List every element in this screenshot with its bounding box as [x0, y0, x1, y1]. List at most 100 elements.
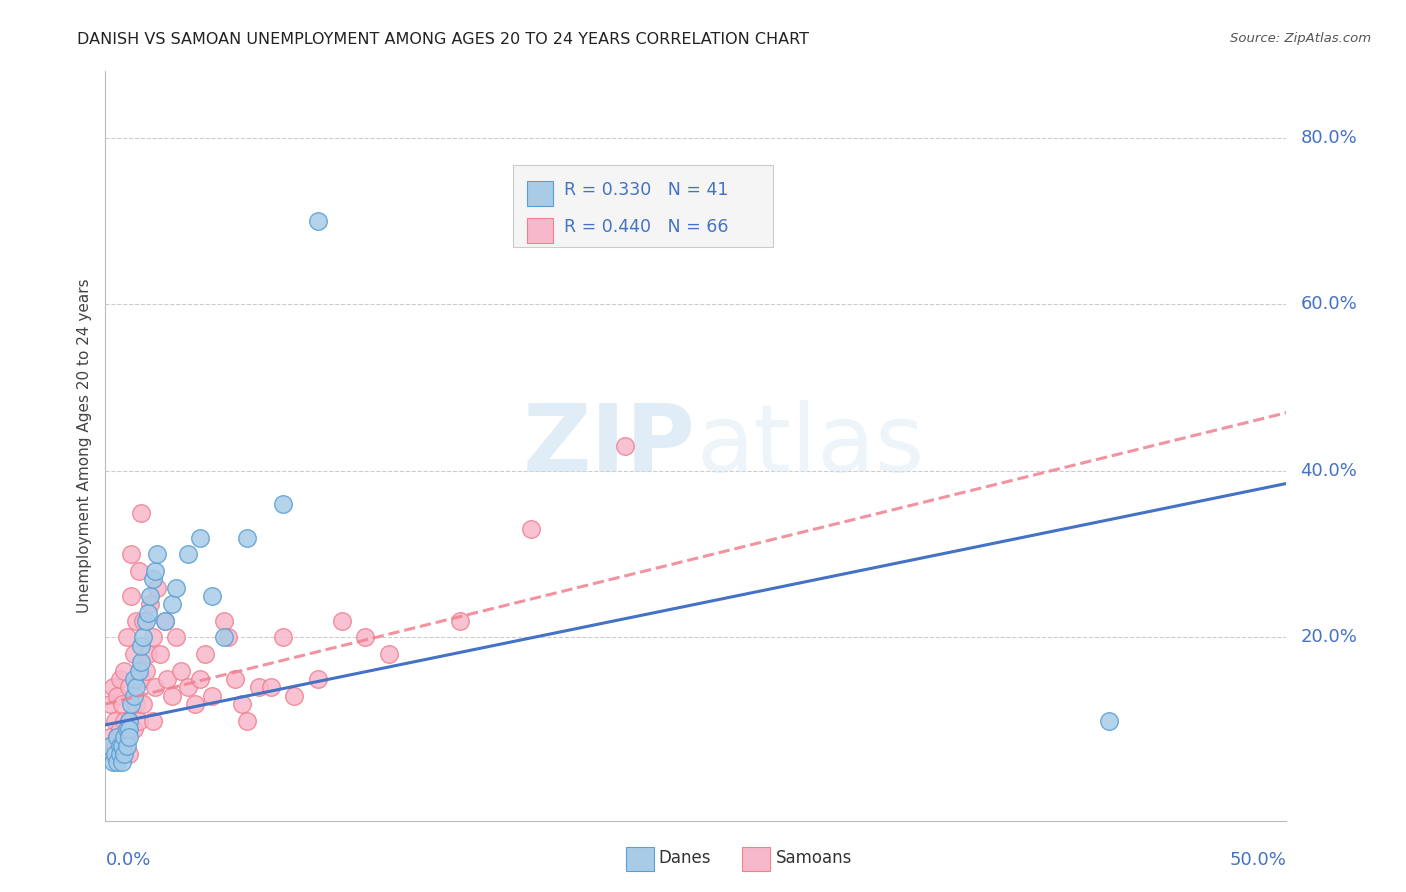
Point: [108, 672, 131, 686]
Point: [104, 714, 127, 728]
Point: [142, 714, 165, 728]
Text: 80.0%: 80.0%: [1301, 129, 1357, 147]
Point: [156, 672, 179, 686]
Point: [165, 581, 187, 595]
Point: [212, 631, 235, 645]
Point: [153, 614, 176, 628]
Point: [112, 747, 135, 761]
Text: Samoans: Samoans: [776, 849, 852, 867]
Point: [307, 672, 329, 686]
Point: [101, 681, 124, 695]
Point: [118, 714, 141, 728]
Point: [118, 714, 141, 728]
Text: 40.0%: 40.0%: [1301, 462, 1357, 480]
Point: [271, 497, 294, 511]
Text: ZIP: ZIP: [523, 400, 696, 492]
Point: [125, 681, 148, 695]
Point: [120, 697, 142, 711]
Point: [142, 631, 165, 645]
Point: [271, 631, 294, 645]
Y-axis label: Unemployment Among Ages 20 to 24 years: Unemployment Among Ages 20 to 24 years: [76, 278, 91, 614]
Point: [125, 697, 148, 711]
Point: [129, 506, 152, 520]
Point: [236, 714, 259, 728]
Point: [122, 647, 145, 661]
Point: [146, 581, 169, 595]
Text: R = 0.440   N = 66: R = 0.440 N = 66: [564, 218, 728, 235]
Text: 20.0%: 20.0%: [1301, 629, 1357, 647]
Point: [449, 614, 471, 628]
Point: [231, 697, 253, 711]
Point: [115, 722, 138, 736]
Text: R = 0.330   N = 41: R = 0.330 N = 41: [564, 181, 728, 199]
Point: [120, 589, 142, 603]
Point: [177, 681, 200, 695]
Point: [128, 714, 150, 728]
Text: DANISH VS SAMOAN UNEMPLOYMENT AMONG AGES 20 TO 24 YEARS CORRELATION CHART: DANISH VS SAMOAN UNEMPLOYMENT AMONG AGES…: [77, 32, 810, 47]
Point: [136, 606, 159, 620]
Point: [98, 731, 121, 745]
Point: [149, 647, 172, 661]
Point: [115, 731, 138, 745]
Point: [184, 697, 207, 711]
Text: 0.0%: 0.0%: [105, 851, 150, 869]
Point: [224, 672, 246, 686]
Point: [136, 647, 159, 661]
Point: [105, 689, 128, 703]
Point: [108, 722, 131, 736]
Point: [1098, 714, 1121, 728]
Point: [122, 722, 145, 736]
Point: [115, 631, 138, 645]
Point: [105, 731, 128, 745]
Point: [98, 739, 121, 753]
Point: [146, 547, 169, 561]
Text: 60.0%: 60.0%: [1301, 295, 1357, 313]
Point: [98, 697, 121, 711]
Point: [170, 664, 193, 678]
Point: [153, 614, 176, 628]
Point: [139, 589, 162, 603]
Point: [112, 664, 135, 678]
Point: [132, 614, 155, 628]
Point: [120, 547, 142, 561]
Point: [122, 689, 145, 703]
Point: [177, 547, 200, 561]
Point: [128, 564, 150, 578]
Point: [217, 631, 239, 645]
Point: [122, 672, 145, 686]
Point: [118, 731, 141, 745]
Point: [201, 589, 224, 603]
Point: [132, 697, 155, 711]
Point: [307, 214, 329, 228]
Text: 50.0%: 50.0%: [1230, 851, 1286, 869]
Point: [111, 739, 134, 753]
Point: [188, 531, 211, 545]
Point: [105, 756, 128, 770]
Point: [143, 681, 166, 695]
Text: Source: ZipAtlas.com: Source: ZipAtlas.com: [1230, 32, 1371, 45]
Point: [614, 439, 637, 453]
Point: [212, 614, 235, 628]
Point: [194, 647, 217, 661]
Point: [142, 572, 165, 586]
Point: [118, 747, 141, 761]
Point: [108, 747, 131, 761]
Point: [104, 747, 127, 761]
Point: [118, 681, 141, 695]
Point: [115, 739, 138, 753]
Point: [105, 731, 128, 745]
Point: [160, 597, 183, 611]
Point: [354, 631, 377, 645]
Point: [108, 739, 131, 753]
Point: [101, 747, 124, 761]
Point: [201, 689, 224, 703]
Point: [378, 647, 401, 661]
Point: [165, 631, 187, 645]
Point: [112, 731, 135, 745]
Point: [260, 681, 283, 695]
Point: [135, 614, 157, 628]
Point: [129, 656, 152, 670]
Point: [519, 522, 541, 536]
Point: [111, 756, 134, 770]
Point: [128, 664, 150, 678]
